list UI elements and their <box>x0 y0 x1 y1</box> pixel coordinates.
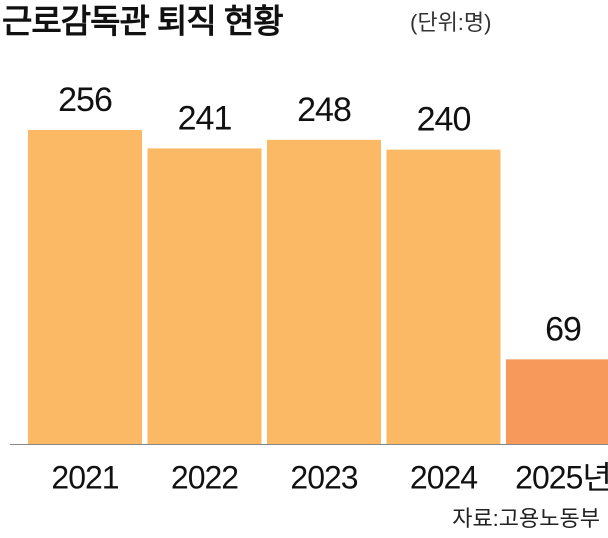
x-tick-label: 2024 <box>410 459 477 495</box>
chart-subtitle: (단위:명) <box>410 10 492 35</box>
value-label: 240 <box>417 101 471 139</box>
x-tick-label: 2025년 <box>515 459 608 495</box>
x-tick-label: 2021 <box>51 459 118 495</box>
value-label: 241 <box>178 99 232 137</box>
x-tick-label: 2022 <box>171 459 238 495</box>
chart-title: 근로감독관 퇴직 현황 <box>2 3 283 40</box>
value-label: 256 <box>58 81 112 119</box>
value-label: 69 <box>545 310 581 348</box>
bar <box>386 149 501 444</box>
bar <box>267 139 381 444</box>
bar <box>506 359 608 444</box>
bar <box>28 130 142 444</box>
bar <box>147 148 262 444</box>
value-label: 248 <box>297 91 351 129</box>
x-tick-label: 2023 <box>290 459 357 495</box>
source: 자료:고용노동부 <box>452 506 600 531</box>
